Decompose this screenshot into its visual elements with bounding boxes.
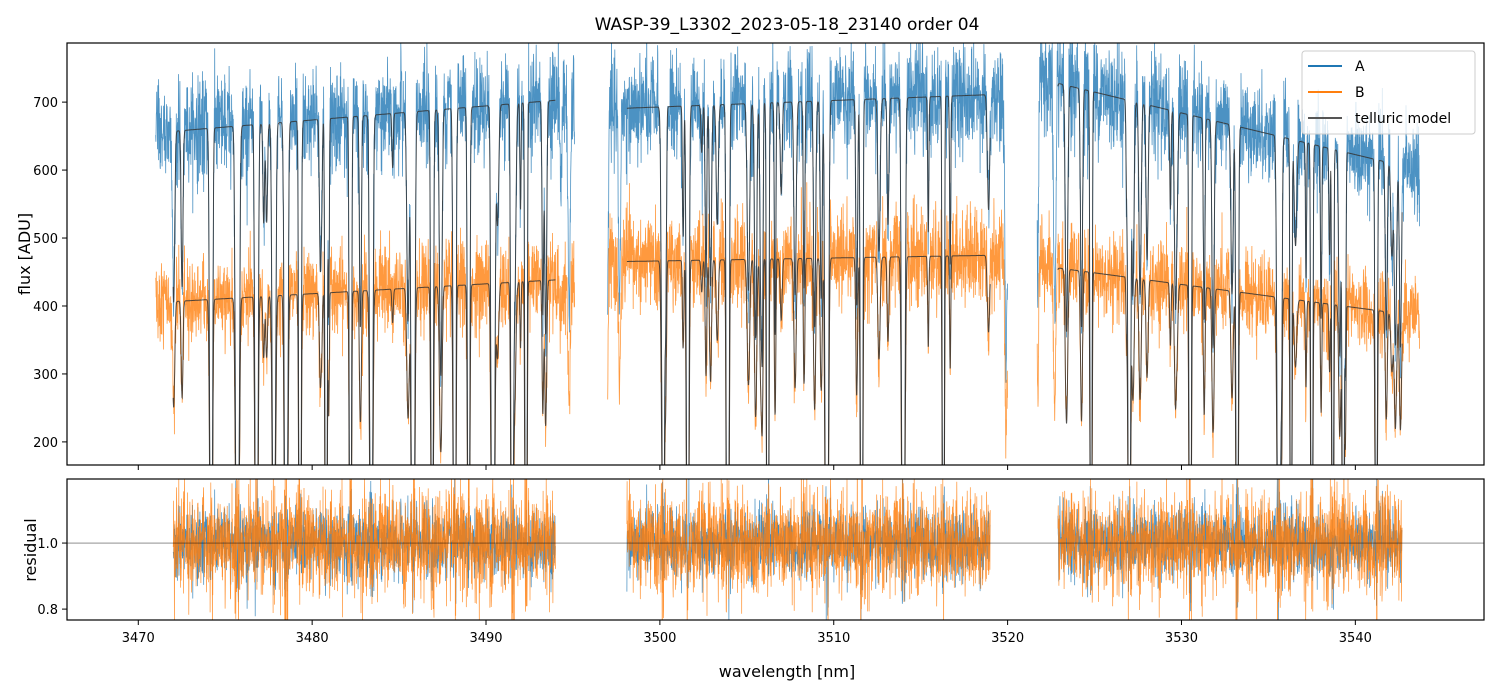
x-tick-label: 3500 xyxy=(643,631,676,646)
legend-label-telluric: telluric model xyxy=(1355,111,1451,127)
telluric-model-b-line xyxy=(1057,267,1403,465)
residual-ylabel: residual xyxy=(21,518,40,581)
telluric-model-b-line xyxy=(172,279,556,465)
flux-y-tick-label: 300 xyxy=(33,368,58,383)
series-a-line xyxy=(607,43,1008,465)
series-b-line xyxy=(155,227,575,465)
flux-y-tick-label: 200 xyxy=(33,436,58,451)
axes: 3470 3480 3490 3500 3510 3520 3530 3540 200 300 40… xyxy=(33,96,1372,646)
x-tick-label: 3520 xyxy=(991,631,1024,646)
residual-y-tick-label: 1.0 xyxy=(37,537,58,552)
series-b-line xyxy=(1036,206,1420,465)
x-tick-label: 3480 xyxy=(296,631,329,646)
legend: A B telluric model xyxy=(1301,50,1476,135)
flux-y-tick-label: 400 xyxy=(33,300,58,315)
x-tick-label: 3490 xyxy=(469,631,502,646)
flux-y-tick-label: 500 xyxy=(33,232,58,247)
telluric-model-a-line xyxy=(626,94,991,465)
legend-box xyxy=(1301,50,1476,135)
x-axis-label: wavelength [nm] xyxy=(719,662,856,681)
residual-b-line xyxy=(626,479,991,620)
flux-y-tick-label: 700 xyxy=(33,96,58,111)
flux-y-tick-label: 600 xyxy=(33,164,58,179)
residual-panel-plot-area xyxy=(67,479,1484,620)
flux-panel-plot-area xyxy=(155,43,1420,465)
chart-title: WASP-39_L3302_2023-05-18_23140 order 04 xyxy=(595,15,980,35)
residual-b-line xyxy=(172,479,556,620)
residual-b-line xyxy=(1057,479,1403,620)
flux-ylabel: flux [ADU] xyxy=(15,213,34,295)
legend-label-b: B xyxy=(1355,85,1365,101)
flux-panel-frame xyxy=(66,42,1485,466)
residual-y-tick-label: 0.8 xyxy=(37,603,58,618)
telluric-model-a-line xyxy=(1057,83,1403,465)
telluric-model-a-line xyxy=(172,99,556,465)
x-tick-label: 3530 xyxy=(1165,631,1198,646)
x-tick-label: 3470 xyxy=(122,631,155,646)
x-tick-label: 3510 xyxy=(817,631,850,646)
residual-panel-frame xyxy=(66,478,1485,621)
x-tick-label: 3540 xyxy=(1339,631,1372,646)
telluric-model-b-line xyxy=(626,254,991,465)
legend-label-a: A xyxy=(1355,59,1365,75)
